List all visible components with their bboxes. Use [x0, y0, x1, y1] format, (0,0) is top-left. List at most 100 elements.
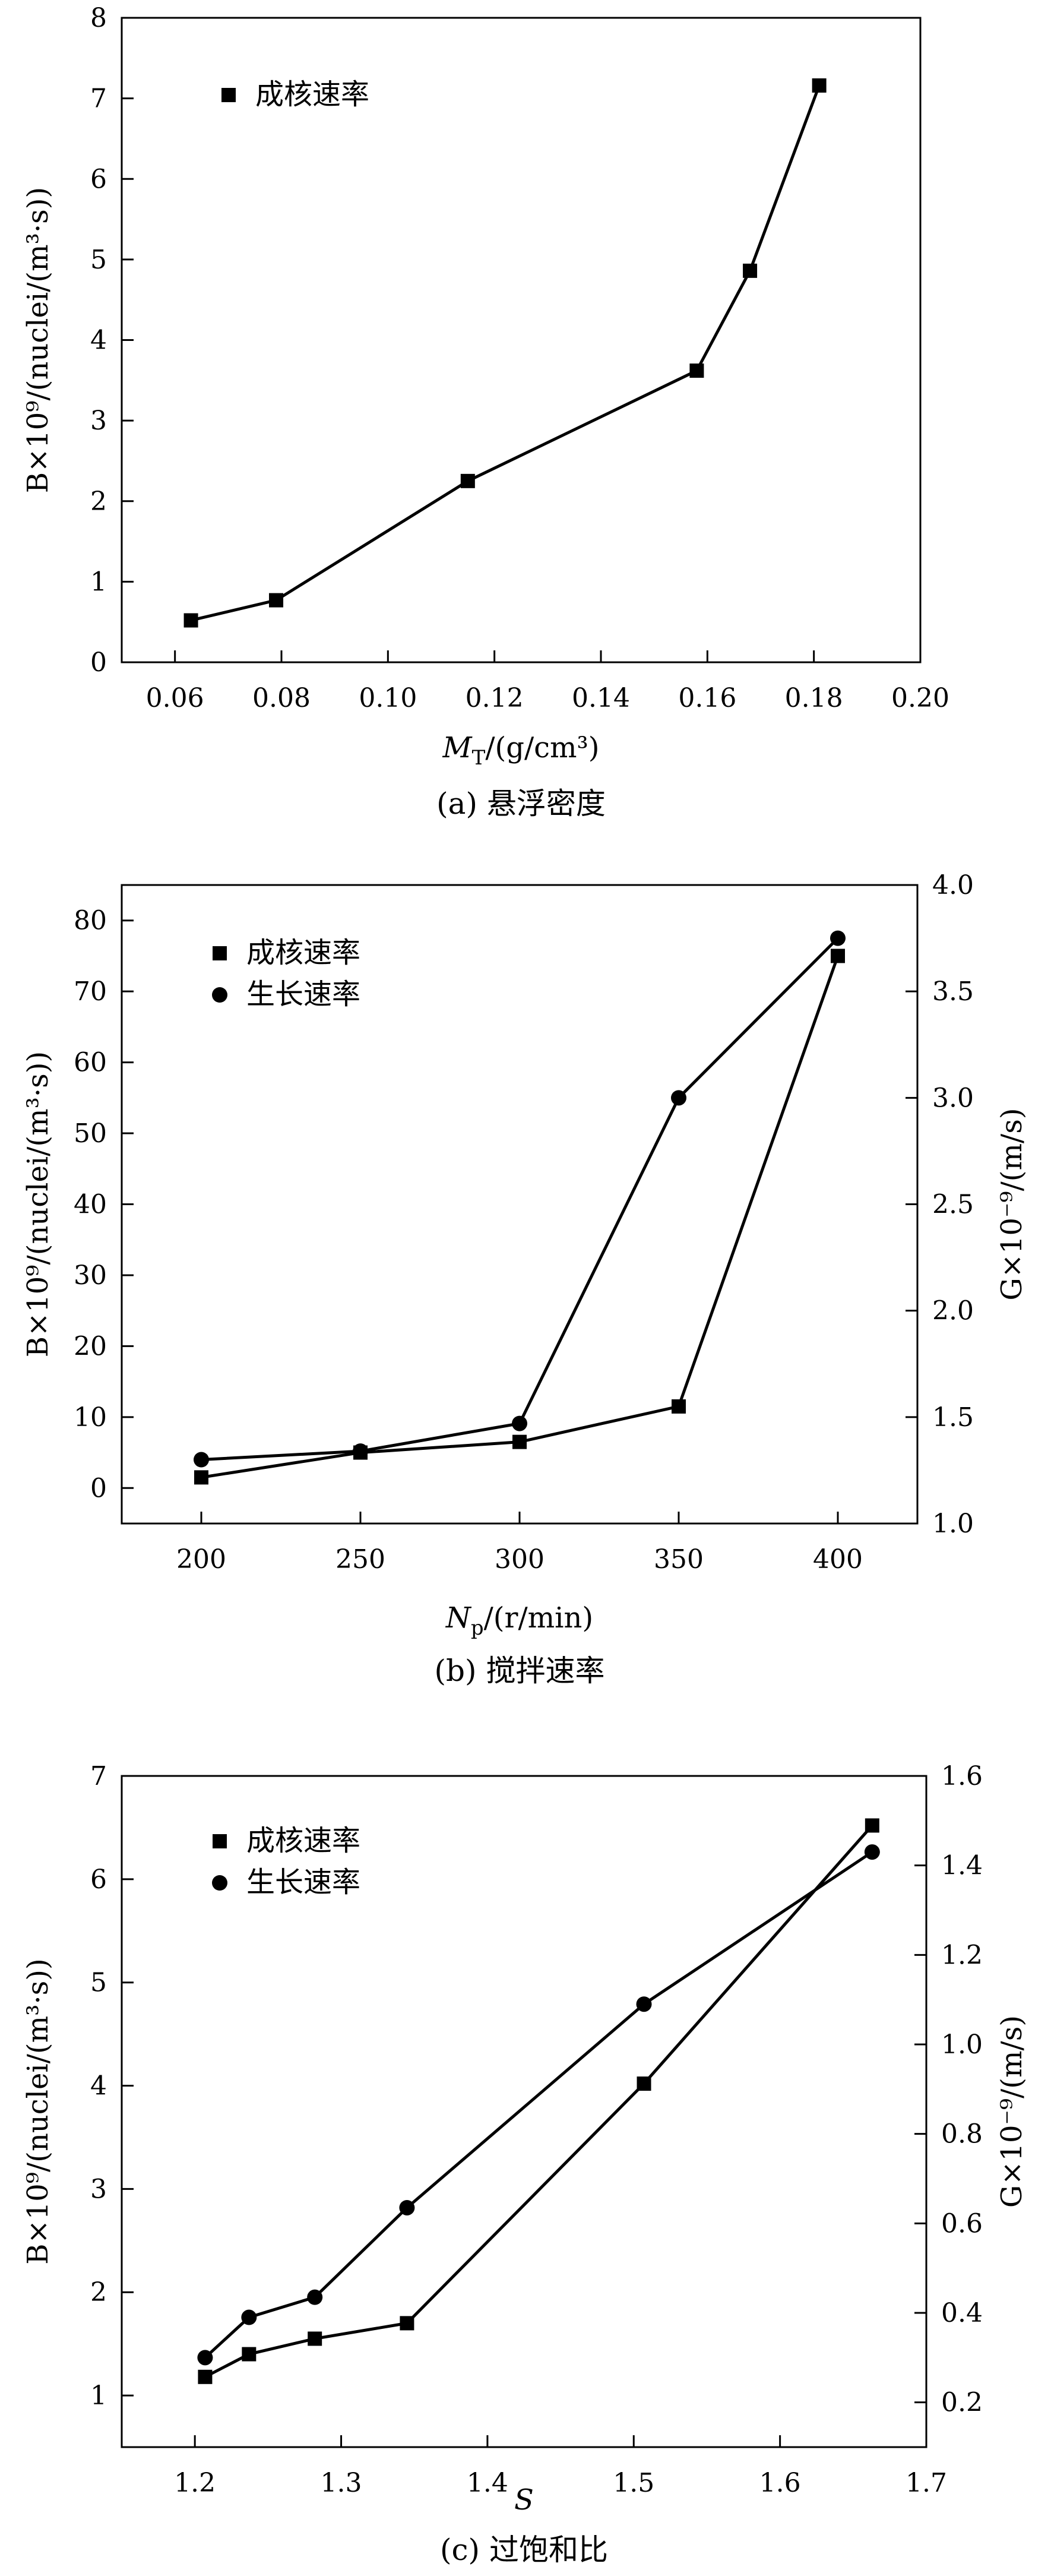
y-left-tick-label: 70 — [74, 976, 107, 1007]
data-point-square — [183, 613, 198, 628]
y-left-tick-label: 4 — [90, 2071, 107, 2101]
y-right-tick-label: 0.2 — [941, 2388, 983, 2418]
x-tick-label: 1.7 — [906, 2468, 947, 2498]
x-tick-label: 300 — [495, 1544, 545, 1575]
chart-panel-1: 200 250 300 350 400 0 10 20 30 40 50 60 70 80 1.0 1.5 2.… — [21, 870, 1028, 1688]
data-point-circle — [864, 1844, 880, 1860]
data-point-square — [831, 949, 845, 963]
y-left-tick-label: 5 — [90, 245, 107, 275]
series-line-growth — [201, 937, 839, 1461]
y-left-tick-label: 6 — [90, 164, 107, 194]
legend-label: 生长速率 — [246, 1866, 360, 1899]
y-left-tick-label: 3 — [90, 406, 107, 436]
x-tick-label: 1.3 — [321, 2468, 362, 2498]
y-left-tick-label: 0 — [90, 1473, 107, 1503]
y-left-tick-label: 8 — [90, 3, 107, 33]
y-left-tick-label: 10 — [74, 1402, 107, 1433]
y-right-tick-label: 3.5 — [932, 976, 974, 1007]
y-left-tick-label: 3 — [90, 2174, 107, 2204]
x-tick-label: 1.4 — [467, 2468, 508, 2498]
data-point-circle — [353, 1443, 368, 1459]
y-left-tick-label: 0 — [90, 647, 107, 678]
y-right-tick-label: 2.0 — [932, 1296, 974, 1326]
y-left-tick-label: 20 — [74, 1331, 107, 1361]
x-tick-label: 1.5 — [613, 2468, 654, 2498]
data-point-circle — [241, 2309, 257, 2325]
x-tick-label: 1.2 — [174, 2468, 216, 2498]
legend-label: 成核速率 — [246, 936, 360, 969]
x-tick-label: 1.6 — [759, 2468, 801, 2498]
data-point-square — [198, 2369, 213, 2384]
chart-panel-2: 1.2 1.3 1.4 1.5 1.6 1.7 1 2 3 4 5 6 7 0.2 0.4 0.6 0.8 1.0… — [21, 1761, 1028, 2567]
x-tick-label: 0.16 — [678, 683, 736, 713]
legend-marker-square — [213, 1834, 227, 1848]
y-left-tick-label: 40 — [74, 1190, 107, 1220]
data-point-square — [269, 593, 284, 608]
y-left-tick-label: 2 — [90, 2277, 107, 2308]
data-point-circle — [830, 930, 846, 946]
y-left-tick-label: 5 — [90, 1968, 107, 1998]
y-right-tick-label: 1.6 — [941, 1761, 983, 1791]
x-tick-label: 0.14 — [572, 683, 630, 713]
y-right-axis-label: G×10⁻⁹/(m/s) — [995, 2015, 1028, 2208]
panel-caption: (c) 过饱和比 — [440, 2533, 608, 2567]
y-right-tick-label: 1.5 — [932, 1402, 974, 1433]
panel-caption: (b) 搅拌速率 — [435, 1654, 605, 1688]
data-point-circle — [307, 2289, 323, 2305]
y-left-tick-label: 30 — [74, 1260, 107, 1291]
data-point-circle — [399, 2199, 415, 2215]
x-axis-label: S — [514, 2483, 534, 2517]
y-left-tick-label: 7 — [90, 1761, 107, 1791]
data-point-circle — [671, 1090, 686, 1106]
y-right-tick-label: 2.5 — [932, 1190, 974, 1220]
legend-marker-square — [221, 88, 236, 102]
y-left-tick-label: 4 — [90, 325, 107, 356]
legend-label: 成核速率 — [246, 1824, 360, 1857]
data-point-square — [865, 1818, 879, 1833]
y-right-tick-label: 0.8 — [941, 2119, 983, 2150]
series-line-nucleation — [190, 85, 821, 622]
data-point-square — [689, 364, 704, 378]
y-left-tick-label: 6 — [90, 1864, 107, 1895]
legend-label: 成核速率 — [255, 78, 369, 111]
y-left-tick-label: 60 — [74, 1048, 107, 1078]
data-point-square — [812, 78, 827, 93]
y-left-tick-label: 50 — [74, 1118, 107, 1149]
y-right-tick-label: 4.0 — [932, 870, 974, 900]
x-tick-label: 250 — [335, 1544, 385, 1575]
x-tick-label: 200 — [176, 1544, 226, 1575]
x-tick-label: 400 — [813, 1544, 863, 1575]
y-right-tick-label: 1.0 — [932, 1509, 974, 1539]
y-right-tick-label: 1.0 — [941, 2030, 983, 2060]
x-axis-label: Np/(r/min) — [445, 1601, 593, 1640]
legend-marker-square — [213, 946, 227, 960]
data-point-square — [308, 2331, 322, 2346]
plot-frame — [121, 1775, 927, 2448]
panel-caption: (a) 悬浮密度 — [436, 786, 606, 821]
data-point-square — [672, 1399, 686, 1414]
legend-label: 生长速率 — [246, 978, 360, 1011]
data-point-square — [743, 263, 758, 278]
x-tick-label: 0.08 — [252, 683, 311, 713]
y-left-tick-label: 80 — [74, 906, 107, 936]
chart-panel-0: 0.06 0.08 0.10 0.12 0.14 0.16 0.18 0.20 0 1 2 3 4 5 6 7… — [21, 3, 949, 821]
x-axis-label: MT/(g/cm³) — [442, 731, 599, 770]
y-right-tick-label: 1.2 — [941, 1940, 983, 1970]
data-point-circle — [512, 1415, 527, 1431]
data-point-square — [194, 1470, 208, 1485]
legend-marker-circle — [212, 1875, 227, 1891]
data-point-circle — [197, 2350, 213, 2366]
data-point-square — [242, 2347, 257, 2362]
data-point-square — [637, 2076, 651, 2091]
y-left-axis-label: B×10⁹/(nuclei/(m³·s)) — [21, 1958, 55, 2265]
x-tick-label: 0.18 — [785, 683, 843, 713]
x-tick-label: 0.12 — [466, 683, 524, 713]
y-left-tick-label: 2 — [90, 486, 107, 517]
x-tick-label: 350 — [654, 1544, 704, 1575]
y-right-tick-label: 0.6 — [941, 2208, 983, 2239]
x-tick-label: 0.20 — [891, 683, 949, 713]
y-left-tick-label: 1 — [90, 2381, 107, 2411]
y-left-axis-label: B×10⁹/(nuclei/(m³·s)) — [21, 1051, 55, 1358]
y-left-tick-label: 7 — [90, 84, 107, 114]
